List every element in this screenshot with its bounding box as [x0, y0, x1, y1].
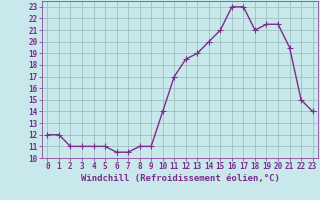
- X-axis label: Windchill (Refroidissement éolien,°C): Windchill (Refroidissement éolien,°C): [81, 174, 279, 183]
